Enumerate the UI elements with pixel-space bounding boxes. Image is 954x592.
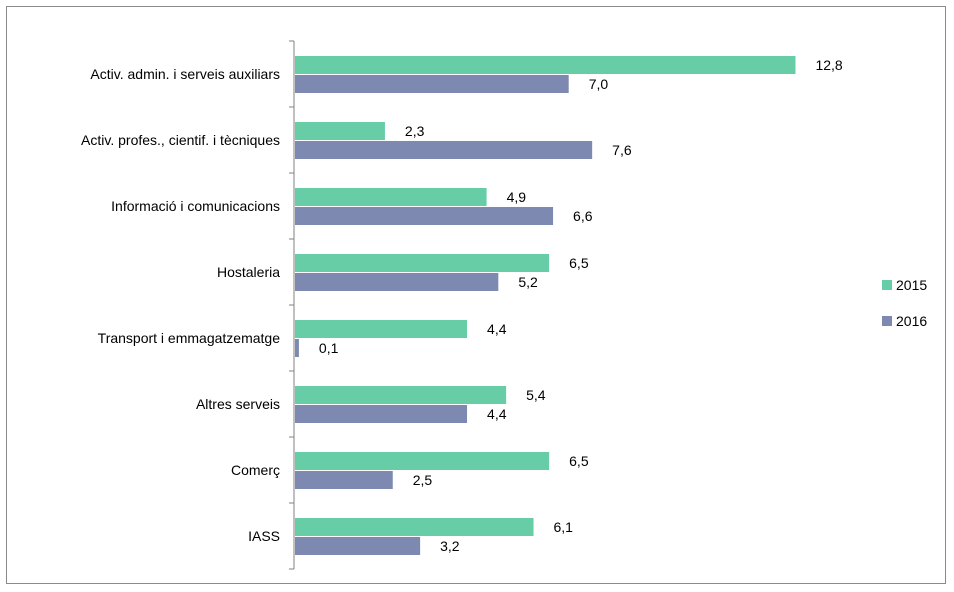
bar-2016-7	[295, 537, 421, 555]
bar-2015-1	[295, 122, 385, 140]
legend: 2015 2016	[882, 277, 927, 329]
data-label-2016-0: 7,0	[589, 76, 609, 92]
chart-frame: 12,8 7,0 Activ. admin. i serveis auxiliars…	[6, 6, 946, 584]
bar-2015-4	[295, 320, 468, 338]
bar-2016-5	[295, 405, 468, 423]
category-label-7: IASS	[248, 528, 280, 544]
labels-layer: 12,8 7,0 Activ. admin. i serveis auxiliars…	[81, 57, 843, 554]
data-label-2015-6: 6,5	[569, 453, 589, 469]
bars-layer	[295, 56, 796, 555]
category-label-6: Comerç	[231, 462, 280, 478]
data-label-2015-7: 6,1	[554, 519, 574, 535]
data-label-2016-1: 7,6	[612, 142, 632, 158]
legend-swatch-2015	[882, 280, 892, 290]
data-label-2016-7: 3,2	[440, 538, 460, 554]
data-label-2015-5: 5,4	[526, 387, 546, 403]
category-label-3: Hostaleria	[217, 264, 280, 280]
legend-label-2015: 2015	[896, 277, 927, 293]
bar-2016-4	[295, 339, 299, 357]
data-label-2015-1: 2,3	[405, 123, 425, 139]
legend-swatch-2016	[882, 316, 892, 326]
category-label-2: Informació i comunicacions	[111, 198, 280, 214]
category-label-5: Altres serveis	[196, 396, 280, 412]
data-label-2016-6: 2,5	[413, 472, 433, 488]
data-label-2015-2: 4,9	[507, 189, 527, 205]
horizontal-bar-chart: 12,8 7,0 Activ. admin. i serveis auxiliars…	[81, 40, 927, 570]
bar-2015-3	[295, 254, 550, 272]
legend-label-2016: 2016	[896, 313, 927, 329]
data-label-2016-4: 0,1	[319, 340, 339, 356]
data-label-2015-4: 4,4	[487, 321, 507, 337]
data-label-2015-3: 6,5	[569, 255, 589, 271]
bar-2016-0	[295, 75, 569, 93]
category-label-1: Activ. profes., cientif. i tècniques	[81, 132, 280, 148]
bar-2015-2	[295, 188, 487, 206]
category-axis	[289, 40, 295, 570]
bar-2016-6	[295, 471, 393, 489]
category-label-4: Transport i emmagatzematge	[98, 330, 281, 346]
data-label-2015-0: 12,8	[815, 57, 842, 73]
bar-2016-3	[295, 273, 499, 291]
bar-2015-6	[295, 452, 550, 470]
data-label-2016-2: 6,6	[573, 208, 593, 224]
data-label-2016-3: 5,2	[518, 274, 538, 290]
data-label-2016-5: 4,4	[487, 406, 507, 422]
bar-2015-0	[295, 56, 796, 74]
category-label-0: Activ. admin. i serveis auxiliars	[90, 66, 280, 82]
bar-2015-7	[295, 518, 534, 536]
bar-2016-2	[295, 207, 554, 225]
bar-2016-1	[295, 141, 593, 159]
bar-2015-5	[295, 386, 507, 404]
